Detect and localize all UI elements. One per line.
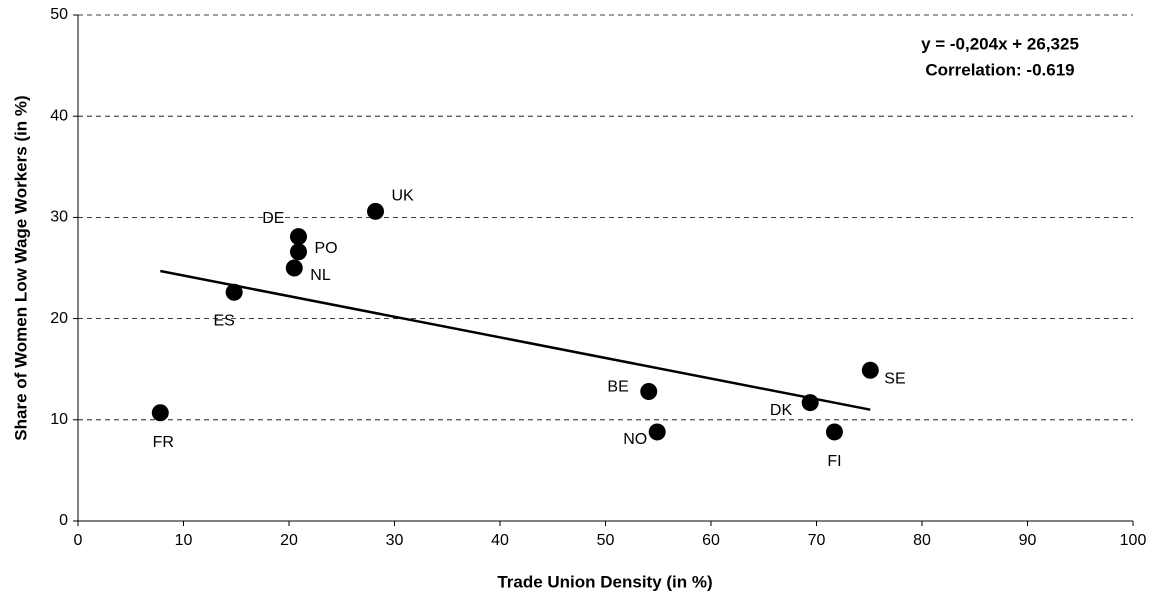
x-tick-label: 100: [1120, 532, 1147, 549]
correlation: Correlation: -0.619: [925, 60, 1074, 79]
point: [151, 404, 169, 422]
x-tick-label: 10: [175, 532, 193, 549]
x-tick-label: 50: [597, 532, 615, 549]
point-label: UK: [392, 188, 415, 205]
x-tick-label: 80: [913, 532, 931, 549]
point: [801, 394, 819, 412]
x-tick-label: 70: [808, 532, 826, 549]
point-label: ES: [213, 313, 234, 330]
x-tick-label: 30: [386, 532, 404, 549]
point-label: NO: [623, 431, 647, 448]
x-axis-title: Trade Union Density (in %): [497, 572, 712, 591]
y-tick-label: 40: [50, 107, 68, 124]
x-tick-label: 0: [74, 532, 83, 549]
y-tick-label: 50: [50, 6, 68, 23]
x-tick-label: 40: [491, 532, 509, 549]
point: [825, 423, 843, 441]
x-tick-label: 90: [1019, 532, 1037, 549]
y-tick-label: 0: [59, 512, 68, 529]
point: [225, 283, 243, 301]
point-label: DK: [770, 402, 793, 419]
point: [648, 423, 666, 441]
point-label: DE: [262, 210, 284, 227]
point: [861, 361, 879, 379]
point-label: NL: [310, 267, 331, 284]
trend-line: [160, 269, 871, 411]
equation: y = -0,204x + 26,325: [921, 34, 1079, 53]
point: [285, 259, 303, 277]
y-tick-label: 20: [50, 310, 68, 327]
point: [640, 382, 658, 400]
point-label: BE: [607, 379, 628, 396]
point-label: SE: [884, 370, 905, 387]
point: [367, 202, 385, 220]
point-label: FR: [153, 434, 174, 451]
point-label: FI: [827, 453, 841, 470]
y-tick-label: 10: [50, 411, 68, 428]
point: [289, 243, 307, 261]
y-tick-label: 30: [50, 209, 68, 226]
y-axis-title: Share of Women Low Wage Workers (in %): [11, 95, 30, 440]
x-tick-label: 20: [280, 532, 298, 549]
x-tick-label: 60: [702, 532, 720, 549]
point: [289, 228, 307, 246]
point-label: PO: [314, 240, 337, 257]
